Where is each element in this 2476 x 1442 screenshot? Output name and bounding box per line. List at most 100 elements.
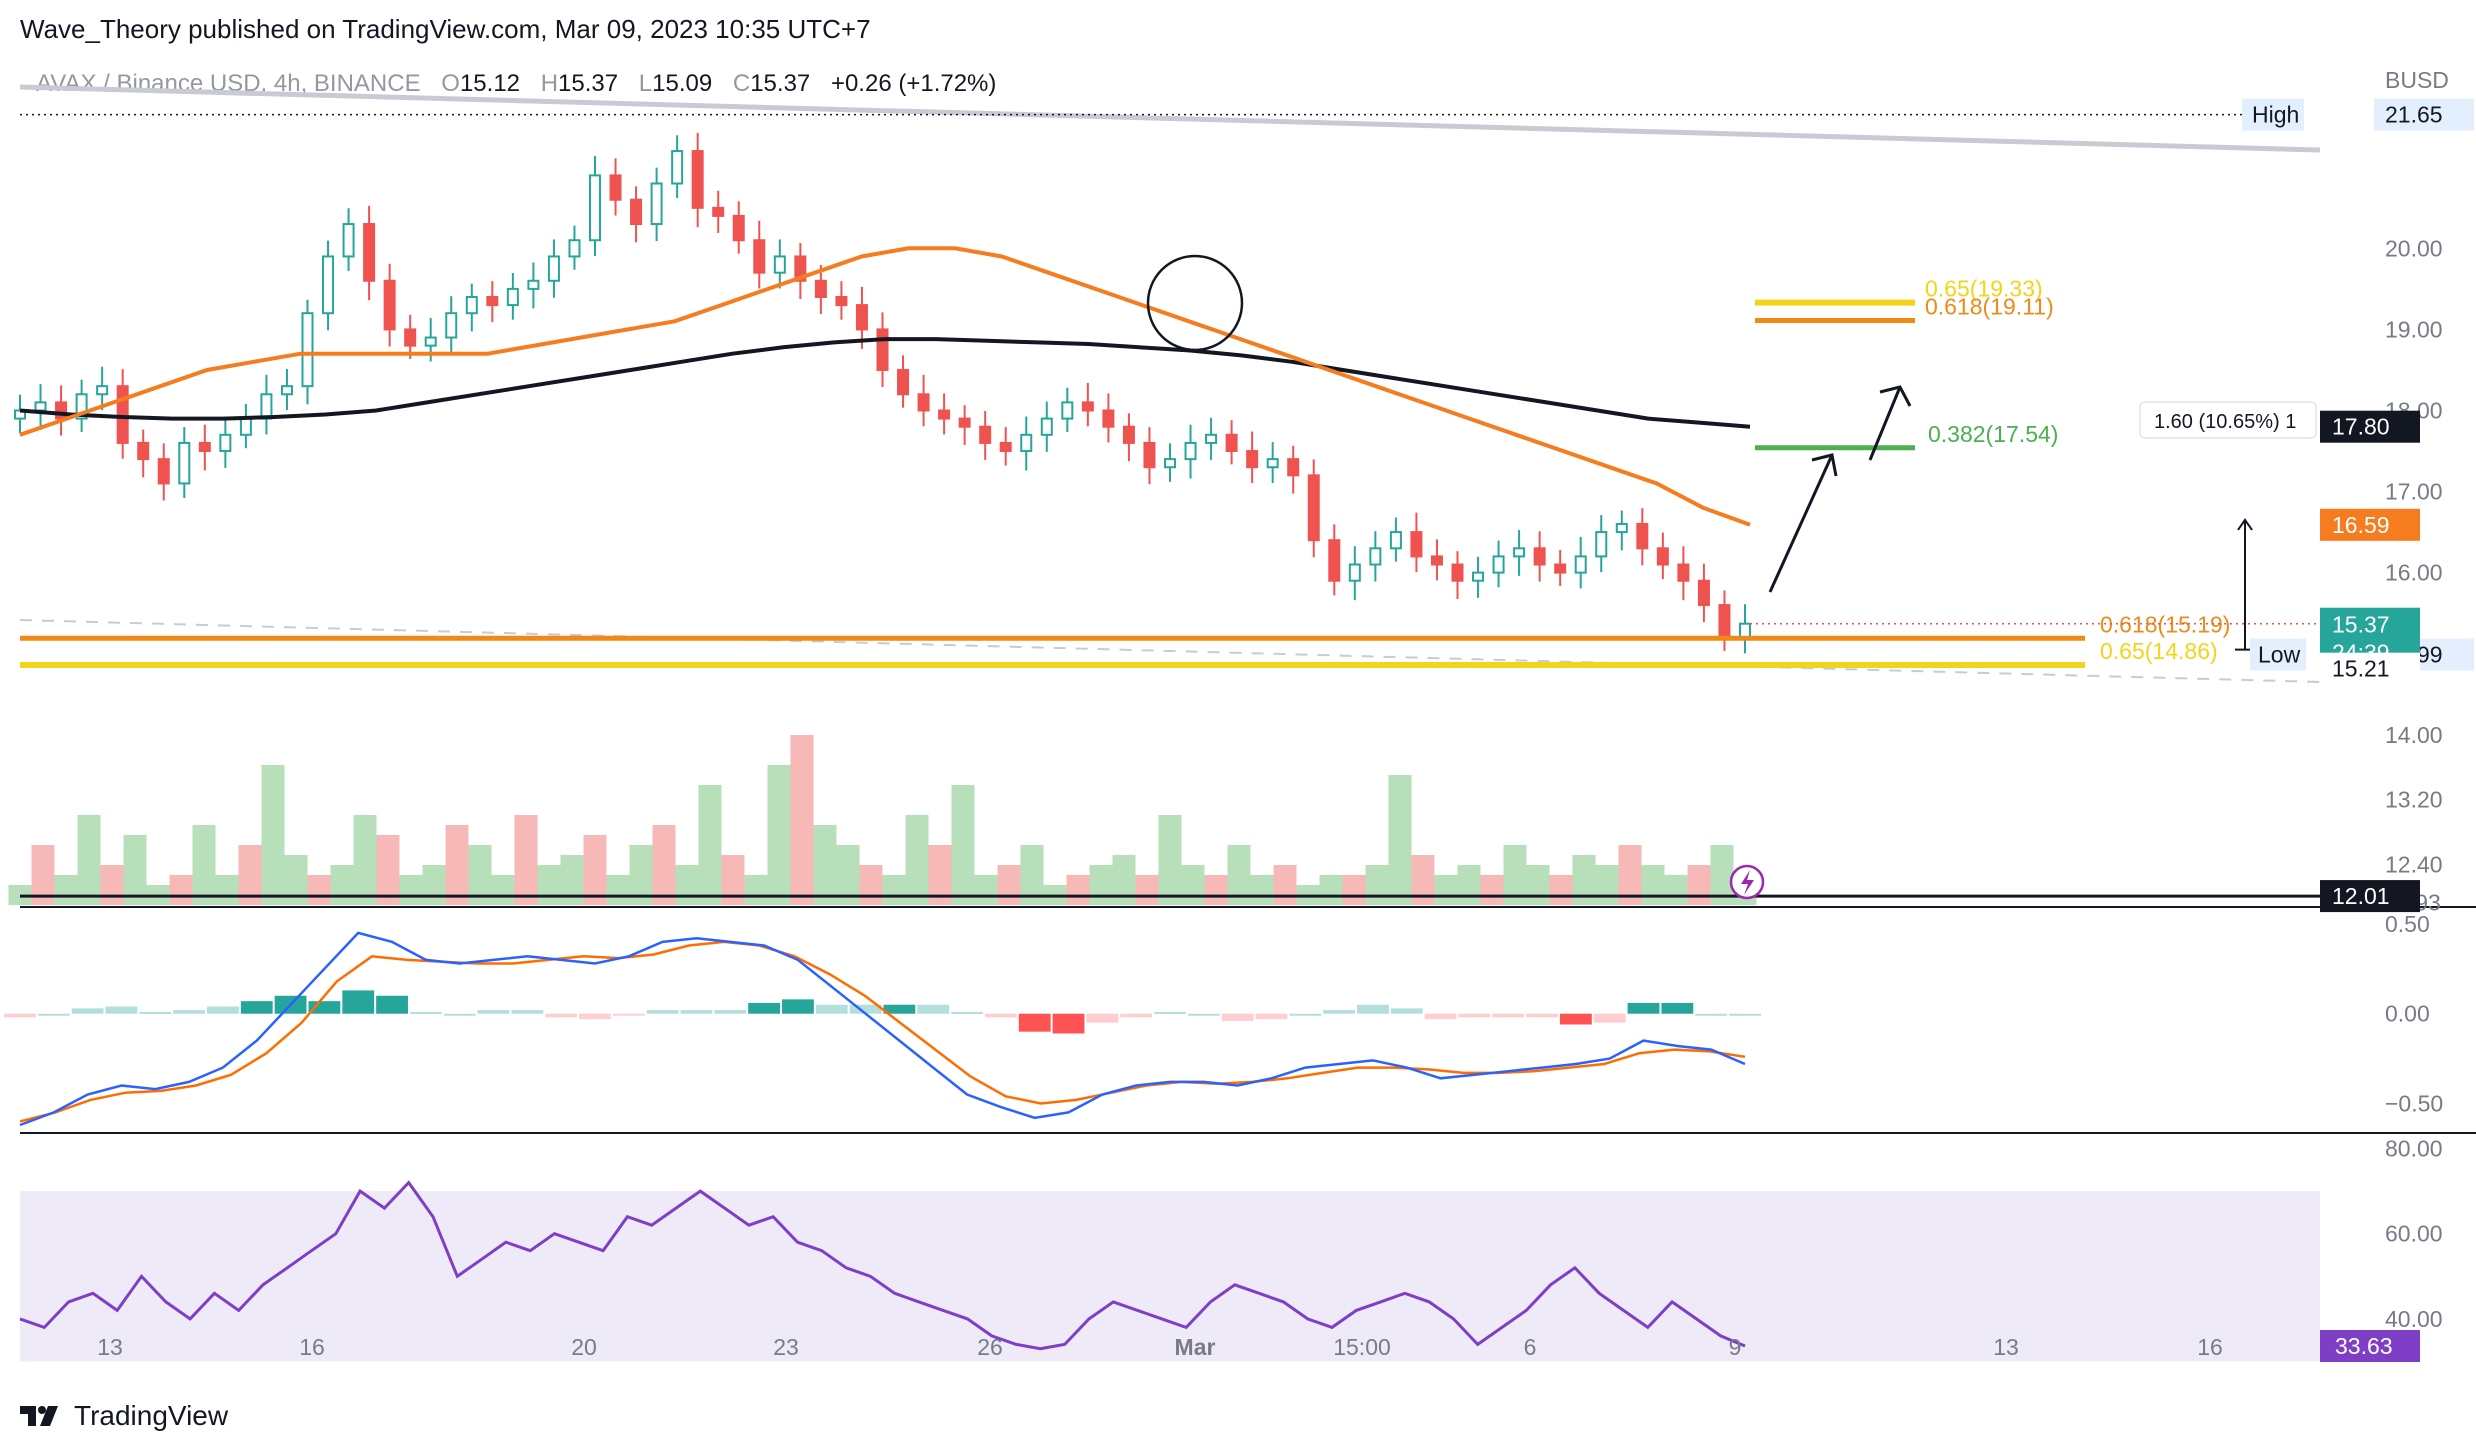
macd-histogram-bar: [646, 1010, 679, 1014]
cross-circle: [1146, 254, 1244, 352]
volume-bar: [376, 835, 400, 905]
volume-bar: [1434, 875, 1458, 905]
macd-histogram-bar: [984, 1013, 1017, 1018]
volume-bar: [514, 815, 538, 905]
price-tag: [2320, 652, 2420, 685]
macd-histogram-bar: [612, 1013, 645, 1016]
x-tick-label: 9: [1729, 1334, 1742, 1360]
macd-histogram-bar: [1729, 1013, 1761, 1016]
macd-panel[interactable]: [4, 931, 2476, 1134]
candle: [958, 417, 971, 428]
candle: [219, 433, 232, 453]
candle: [1389, 531, 1402, 550]
macd-histogram-bar: [1018, 1013, 1051, 1032]
volume-bar: [882, 875, 906, 905]
rsi-tick-label: 40.00: [2385, 1306, 2443, 1332]
volume-bar: [1020, 845, 1044, 905]
volume-bar: [491, 875, 515, 905]
macd-histogram-bar: [1559, 1013, 1592, 1025]
low-tag-label: Low: [2258, 642, 2301, 668]
candle: [732, 214, 745, 242]
macd-histogram-bar: [579, 1013, 611, 1020]
macd-histogram-bar: [409, 1011, 442, 1014]
candle: [486, 295, 499, 307]
price-tick-label: 19.00: [2385, 316, 2443, 342]
price-axis[interactable]: 21.6520.0019.0018.0017.0016.0015.0014.00…: [97, 67, 2474, 1363]
rsi-panel[interactable]: [19, 1180, 2320, 1362]
high-value: 15.37: [558, 70, 619, 97]
ema-fast-line: [19, 246, 1751, 527]
high-tag-label: High: [2252, 102, 2299, 128]
volume-bar: [192, 825, 216, 905]
rsi-band: [20, 1191, 2320, 1362]
volume-bar: [123, 835, 147, 905]
lightning-icon: [1741, 870, 1754, 895]
x-tick-label: 15:00: [1333, 1334, 1391, 1360]
macd-histogram-bar: [376, 995, 408, 1014]
macd-line: [19, 931, 1746, 1127]
rsi-tick-label: 80.00: [2385, 1136, 2443, 1162]
macd-histogram-bar: [1424, 1013, 1457, 1020]
volume-bar: [1250, 875, 1274, 905]
candle: [178, 441, 191, 485]
candle: [1287, 458, 1300, 477]
price-panel[interactable]: 0.65(19.33)0.618(19.11)0.382(17.54)0.618…: [8, 84, 2476, 908]
volume-bar: [1204, 875, 1228, 905]
fib-level-label: 0.65(14.86): [2100, 638, 2218, 664]
volume-bar: [1227, 845, 1251, 905]
macd-histogram-bar: [105, 1006, 138, 1014]
candle: [1472, 571, 1485, 582]
x-tick-label: 6: [1524, 1334, 1537, 1360]
rsi-tick-label: 60.00: [2385, 1221, 2443, 1247]
open-label: O: [441, 70, 460, 97]
volume-bar: [1572, 855, 1596, 905]
candle: [1348, 563, 1361, 582]
candle: [609, 174, 622, 201]
macd-histogram-bar: [1458, 1013, 1491, 1018]
macd-histogram-bar: [782, 999, 814, 1014]
volume-bar: [1641, 865, 1665, 905]
candle: [1697, 579, 1710, 607]
volume-bar: [1342, 875, 1366, 905]
fib-level-label: 0.65(19.33): [1925, 276, 2043, 302]
volume-bar: [261, 765, 285, 905]
x-tick-label: Mar: [1175, 1334, 1216, 1360]
open-value: 15.12: [459, 70, 521, 97]
macd-histogram-bar: [1289, 1013, 1322, 1016]
macd-histogram-bar: [1357, 1004, 1389, 1014]
ema-slow-line: [19, 337, 1751, 429]
candle: [424, 336, 437, 347]
projection-arrow: [1868, 386, 1902, 461]
candle: [1656, 547, 1669, 566]
x-tick-label: 16: [299, 1334, 325, 1360]
candle: [1307, 474, 1320, 542]
volume-bar: [215, 875, 239, 905]
candle: [814, 279, 827, 298]
candle: [1266, 458, 1279, 469]
price-tag-value: 16.59: [2332, 512, 2390, 538]
candle: [1246, 450, 1259, 469]
candle: [1574, 555, 1587, 574]
macd-histogram-bar: [1154, 1011, 1186, 1014]
price-tick-label: 14.00: [2385, 722, 2443, 748]
candle: [363, 223, 376, 282]
volume-bar: [31, 845, 55, 905]
candle: [979, 425, 992, 444]
high-tag: [2242, 98, 2304, 131]
candle: [1143, 441, 1156, 469]
candle: [1533, 547, 1546, 566]
candle: [1040, 417, 1053, 436]
change-value: +0.26 (+1.72%): [830, 70, 997, 97]
volume-bar: [1411, 855, 1435, 905]
trendline-lower: [19, 619, 2321, 683]
volume-bar: [629, 845, 653, 905]
volume-bar: [468, 845, 492, 905]
candle: [917, 393, 930, 412]
macd-histogram-bar: [1052, 1013, 1085, 1034]
candle: [1205, 433, 1218, 444]
footer-brand[interactable]: TradingView: [20, 1400, 228, 1432]
volume-bar: [1503, 845, 1527, 905]
candle: [1615, 522, 1628, 534]
candle: [1513, 547, 1526, 558]
